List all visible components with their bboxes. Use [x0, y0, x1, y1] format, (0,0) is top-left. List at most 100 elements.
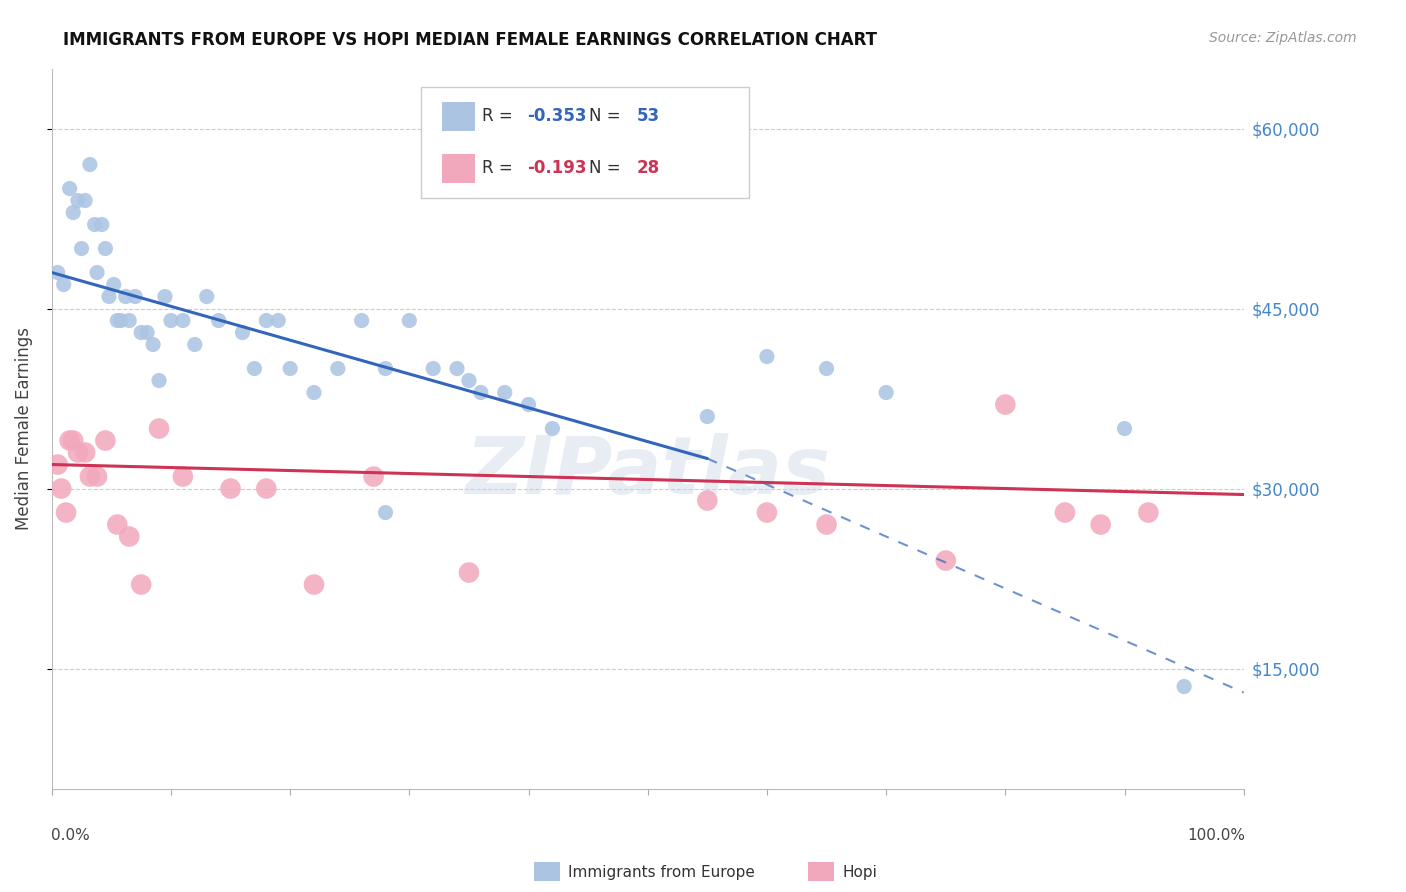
Text: R =: R = [482, 160, 517, 178]
Point [755, 506, 778, 520]
FancyBboxPatch shape [441, 154, 475, 183]
Point [148, 374, 170, 388]
Y-axis label: Median Female Earnings: Median Female Earnings [15, 327, 32, 530]
Point [75, 445, 97, 459]
Point [374, 506, 396, 520]
Text: R =: R = [482, 107, 517, 125]
Point [118, 313, 141, 327]
Point [118, 529, 141, 543]
Point [86, 266, 108, 280]
Point [129, 326, 152, 340]
Point [83, 218, 105, 232]
Point [815, 517, 838, 532]
Point [59, 181, 82, 195]
Text: Source: ZipAtlas.com: Source: ZipAtlas.com [1209, 31, 1357, 45]
Point [541, 421, 564, 435]
Point [184, 337, 207, 351]
Point [994, 398, 1017, 412]
Point [55, 506, 77, 520]
Text: N =: N = [589, 107, 626, 125]
Point [243, 361, 266, 376]
Point [103, 277, 125, 292]
Point [278, 361, 301, 376]
Point [875, 385, 897, 400]
Point [517, 398, 540, 412]
Point [129, 577, 152, 591]
Point [231, 326, 253, 340]
Point [62, 205, 84, 219]
Point [52, 277, 75, 292]
Point [70, 242, 93, 256]
Point [350, 313, 373, 327]
Point [326, 361, 349, 376]
Text: -0.353: -0.353 [527, 107, 586, 125]
Point [1173, 680, 1195, 694]
Point [755, 350, 778, 364]
Point [1053, 506, 1076, 520]
Point [51, 482, 73, 496]
Point [470, 385, 492, 400]
Text: 28: 28 [637, 160, 661, 178]
Text: -0.193: -0.193 [527, 160, 586, 178]
Point [94, 242, 117, 256]
Point [398, 313, 420, 327]
Point [1090, 517, 1112, 532]
FancyBboxPatch shape [441, 102, 475, 130]
Text: ZIPatlas: ZIPatlas [465, 433, 831, 511]
Point [86, 469, 108, 483]
Point [254, 313, 277, 327]
Point [114, 289, 136, 303]
Point [446, 361, 468, 376]
Point [98, 289, 121, 303]
Point [110, 313, 132, 327]
Point [458, 374, 481, 388]
Point [90, 218, 112, 232]
FancyBboxPatch shape [422, 87, 749, 198]
Point [458, 566, 481, 580]
Point [302, 577, 325, 591]
Point [153, 289, 176, 303]
Point [302, 385, 325, 400]
Point [75, 194, 97, 208]
Text: Immigrants from Europe: Immigrants from Europe [568, 865, 755, 880]
Point [195, 289, 218, 303]
Point [422, 361, 444, 376]
Text: N =: N = [589, 160, 626, 178]
Point [363, 469, 385, 483]
Point [46, 458, 69, 472]
Point [66, 445, 89, 459]
Point [815, 361, 838, 376]
Point [94, 434, 117, 448]
Point [696, 493, 718, 508]
Point [207, 313, 229, 327]
Point [148, 421, 170, 435]
Point [124, 289, 146, 303]
Point [79, 469, 101, 483]
Point [136, 326, 159, 340]
Text: IMMIGRANTS FROM EUROPE VS HOPI MEDIAN FEMALE EARNINGS CORRELATION CHART: IMMIGRANTS FROM EUROPE VS HOPI MEDIAN FE… [63, 31, 877, 49]
Text: 0.0%: 0.0% [51, 828, 90, 843]
Point [105, 313, 128, 327]
Text: 100.0%: 100.0% [1187, 828, 1244, 843]
Point [62, 434, 84, 448]
Text: 53: 53 [637, 107, 661, 125]
Point [46, 266, 69, 280]
Point [1137, 506, 1160, 520]
Point [160, 313, 183, 327]
Text: Hopi: Hopi [842, 865, 877, 880]
Point [374, 361, 396, 376]
Point [219, 482, 242, 496]
Point [267, 313, 290, 327]
Point [59, 434, 82, 448]
Point [142, 337, 165, 351]
Point [1114, 421, 1136, 435]
Point [105, 517, 128, 532]
Point [935, 553, 957, 567]
Point [696, 409, 718, 424]
Point [172, 469, 194, 483]
Point [254, 482, 277, 496]
Point [172, 313, 194, 327]
Point [66, 194, 89, 208]
Point [79, 157, 101, 171]
Point [494, 385, 516, 400]
